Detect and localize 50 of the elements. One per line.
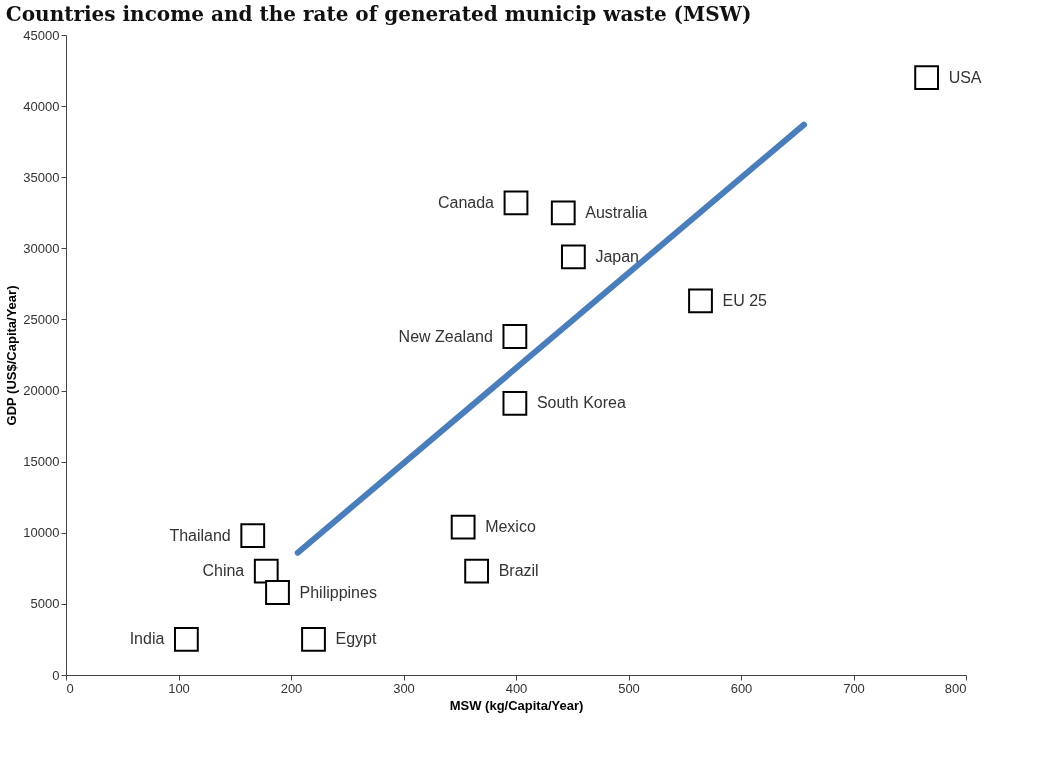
annotation: Brazil (498, 562, 539, 580)
y-tick-label: 10000 (23, 525, 60, 541)
y-axis-title: GDP (US$/Capita/Year) (4, 285, 20, 426)
point (450, 514, 476, 540)
annotation: Japan (595, 247, 639, 265)
x-tick-label: 200 (280, 680, 303, 696)
y-tick-label: 20000 (23, 383, 60, 399)
annotation: Egypt (335, 630, 377, 648)
annotation: India (129, 630, 165, 648)
annotation: Mexico (485, 518, 536, 536)
x-tick-label: 300 (393, 680, 415, 696)
point (550, 200, 576, 226)
point (240, 523, 266, 549)
annotation: Canada (437, 193, 495, 211)
annotation: New Zealand (398, 327, 493, 345)
x-tick-label: 100 (168, 680, 190, 696)
y-tick-label: 35000 (23, 169, 60, 185)
y-tick-label: 25000 (23, 311, 60, 327)
x-tick-label: 500 (618, 680, 640, 696)
x-tick-label: 400 (505, 680, 528, 696)
y-tick-label: 30000 (23, 240, 60, 256)
y-tick-label: 40000 (23, 98, 60, 114)
y-tick-label: 15000 (23, 454, 60, 470)
annotation: EU 25 (722, 291, 768, 309)
x-tick-label: 0 (66, 680, 74, 696)
annotation: Philippines (299, 583, 377, 601)
annotation: Thailand (169, 526, 231, 544)
point (301, 627, 326, 652)
x-axis-title: MSW (kg/Capita/Year) (449, 697, 584, 713)
point (265, 580, 290, 605)
x-tick-label: 600 (730, 680, 753, 696)
annotation: South Korea (536, 394, 626, 412)
x-tick-label: 700 (843, 680, 865, 696)
point (560, 244, 586, 270)
point (688, 288, 713, 314)
point (464, 558, 490, 584)
point (173, 627, 199, 652)
y-tick-label: 45000 (23, 27, 60, 43)
x-tick-label: 800 (944, 680, 967, 696)
annotation: USA (948, 68, 982, 86)
point (503, 190, 529, 216)
point (253, 558, 279, 584)
chart-title: Countries income and the rate of generated municip waste (MSW) (5, 2, 752, 26)
annotation: Australia (585, 203, 648, 221)
y-tick-label: 0 (52, 667, 60, 683)
y-tick-label: 5000 (30, 596, 60, 612)
point (502, 390, 528, 416)
annotation: China (202, 562, 245, 580)
point (914, 65, 940, 91)
point (502, 324, 528, 349)
